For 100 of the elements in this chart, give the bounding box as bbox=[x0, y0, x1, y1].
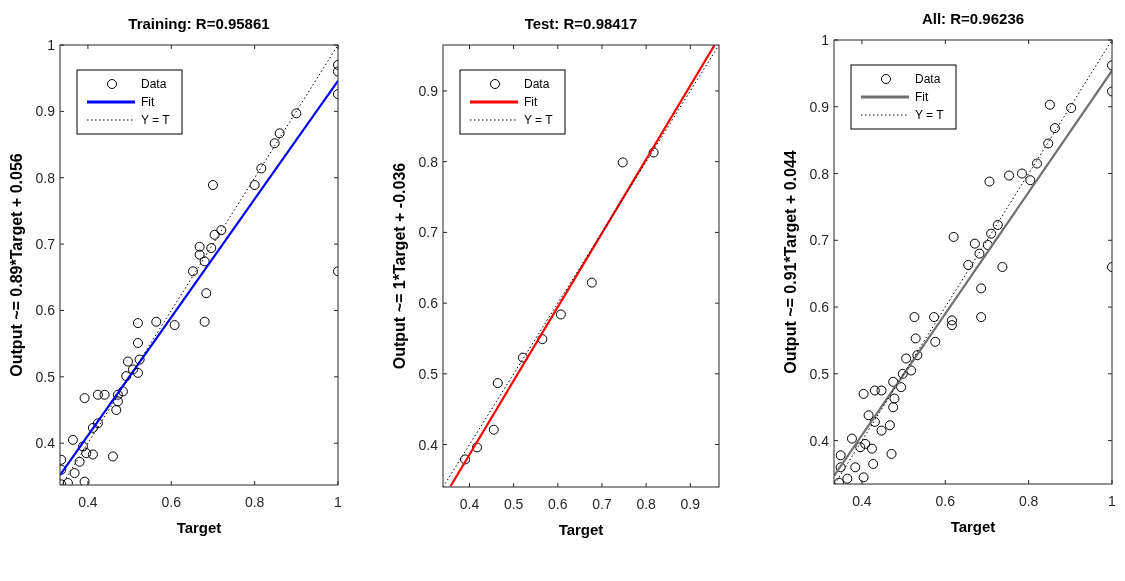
y-axis-title: Output ~= 0.91*Target + 0.044 bbox=[782, 150, 799, 374]
chart-title: Test: R=0.98417 bbox=[524, 15, 638, 32]
point bbox=[199, 256, 210, 267]
y-tick-label: 0.5 bbox=[809, 365, 830, 382]
point bbox=[858, 388, 869, 399]
point bbox=[858, 472, 869, 483]
legend-label: Fit bbox=[524, 95, 538, 109]
point bbox=[492, 378, 503, 389]
x-tick-label: 0.4 bbox=[459, 496, 480, 512]
point bbox=[99, 389, 110, 400]
chart-title: All: R=0.96236 bbox=[921, 10, 1025, 27]
point bbox=[909, 312, 920, 323]
point bbox=[888, 376, 899, 387]
point bbox=[1025, 175, 1036, 186]
legend-label: Data bbox=[141, 77, 167, 91]
point bbox=[256, 163, 267, 174]
y-tick-label: 0.5 bbox=[418, 365, 439, 382]
point bbox=[134, 354, 145, 365]
point bbox=[488, 424, 499, 435]
point bbox=[855, 442, 866, 453]
x-tick-label: 0.7 bbox=[592, 496, 612, 512]
legend-label: Y = T bbox=[915, 108, 945, 122]
point bbox=[122, 356, 133, 367]
x-tick-label: 0.6 bbox=[935, 493, 956, 509]
point bbox=[69, 468, 80, 479]
point bbox=[537, 334, 548, 345]
point bbox=[863, 410, 874, 421]
point bbox=[888, 402, 899, 413]
point bbox=[946, 315, 957, 326]
x-tick-label: 0.6 bbox=[548, 496, 568, 512]
point bbox=[1066, 103, 1077, 114]
point bbox=[930, 336, 941, 347]
point bbox=[472, 442, 482, 453]
y-tick-label: 0.9 bbox=[809, 98, 830, 115]
point bbox=[963, 260, 974, 271]
point bbox=[77, 441, 88, 452]
point bbox=[969, 238, 980, 249]
point bbox=[1049, 123, 1060, 134]
point bbox=[884, 420, 895, 431]
point bbox=[896, 382, 907, 393]
point bbox=[111, 405, 122, 416]
point bbox=[984, 176, 995, 187]
point bbox=[997, 262, 1008, 273]
y-tick-label: 0.6 bbox=[809, 299, 830, 316]
legend-label: Fit bbox=[141, 95, 155, 109]
point bbox=[869, 416, 880, 427]
point bbox=[87, 422, 98, 433]
point bbox=[889, 393, 900, 404]
y-tick-label: 0.9 bbox=[418, 82, 439, 99]
x-tick-label: 1 bbox=[334, 494, 343, 510]
y-axis-title: Output ~= 0.89*Target + 0.056 bbox=[8, 153, 25, 377]
y-tick-label: 0.7 bbox=[35, 236, 56, 253]
point bbox=[842, 473, 853, 484]
point bbox=[291, 108, 302, 119]
y-tick-label: 0.4 bbox=[418, 436, 439, 453]
point bbox=[206, 243, 217, 254]
y-tick-label: 0.6 bbox=[35, 302, 56, 319]
point bbox=[586, 277, 597, 288]
y-tick-label: 0.7 bbox=[418, 224, 439, 241]
point bbox=[1004, 170, 1015, 181]
point bbox=[199, 316, 210, 327]
point bbox=[1016, 168, 1027, 179]
point bbox=[976, 312, 987, 323]
point bbox=[948, 231, 959, 242]
point bbox=[92, 418, 103, 429]
point bbox=[992, 219, 1003, 230]
point bbox=[906, 365, 917, 376]
point bbox=[209, 229, 220, 240]
y-tick-label: 0.8 bbox=[418, 153, 439, 170]
point bbox=[1043, 138, 1054, 149]
point bbox=[886, 448, 897, 459]
point bbox=[107, 451, 118, 462]
y-tick-label: 0.7 bbox=[809, 232, 830, 249]
point bbox=[897, 368, 908, 379]
point bbox=[121, 371, 132, 382]
point bbox=[866, 443, 877, 454]
point bbox=[207, 180, 218, 191]
point bbox=[555, 309, 566, 320]
point bbox=[74, 456, 85, 467]
y-axis-title: Output ~= 1*Target + -0.036 bbox=[391, 162, 408, 370]
y-tick-label: 1 bbox=[821, 32, 830, 48]
point bbox=[194, 241, 205, 252]
y-tick-label: 0.4 bbox=[809, 432, 830, 449]
point bbox=[929, 312, 940, 323]
point bbox=[81, 448, 92, 459]
x-tick-label: 0.4 bbox=[852, 493, 872, 509]
x-tick-label: 0.8 bbox=[1018, 493, 1039, 509]
y-tick-label: 1 bbox=[47, 37, 56, 53]
point bbox=[617, 157, 628, 168]
point bbox=[87, 449, 98, 460]
point bbox=[216, 225, 227, 236]
x-axis-title: Target bbox=[176, 519, 222, 536]
y-tick-label: 0.9 bbox=[35, 103, 56, 120]
point bbox=[112, 396, 123, 407]
point bbox=[1044, 99, 1055, 110]
point bbox=[92, 389, 103, 400]
chart-title: Training: R=0.95861 bbox=[128, 15, 270, 32]
point bbox=[876, 425, 887, 436]
legend-label: Y = T bbox=[141, 113, 171, 127]
legend-label: Data bbox=[915, 72, 941, 86]
